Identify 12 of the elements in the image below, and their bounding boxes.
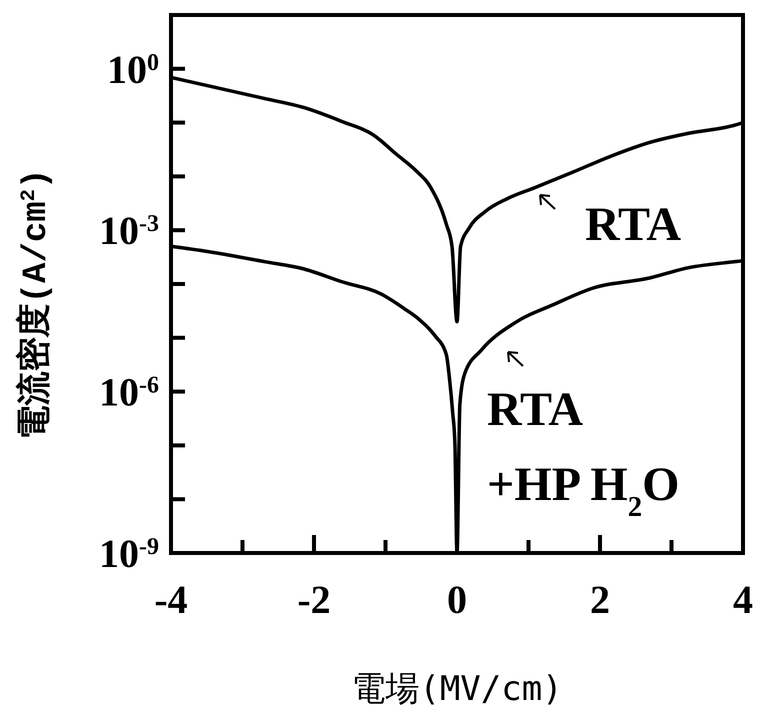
annotation: RTA +HP H$_{2}$O bbox=[487, 383, 680, 523]
x-tick-label: -4 bbox=[154, 577, 188, 622]
y-tick-label: 10$^{-9}$ bbox=[99, 531, 159, 576]
y-tick-label: 10$^{-6}$ bbox=[99, 370, 159, 415]
x-axis-title: 電場(MV/cm) bbox=[351, 669, 563, 709]
annotation: RTA bbox=[585, 198, 682, 251]
x-tick-label: 4 bbox=[733, 577, 753, 622]
y-tick-label: 10$^{0}$ bbox=[107, 46, 159, 92]
y-tick-label: 10$^{-3}$ bbox=[99, 208, 159, 254]
x-tick-label: -2 bbox=[297, 577, 331, 622]
x-tick-label: 0 bbox=[447, 577, 467, 622]
x-tick-label: 2 bbox=[590, 577, 610, 622]
